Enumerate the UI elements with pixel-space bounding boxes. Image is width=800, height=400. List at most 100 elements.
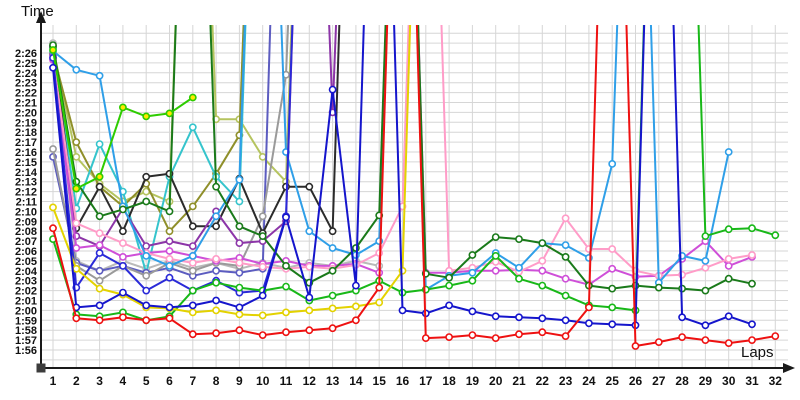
data-point [235,283,244,292]
data-point [165,247,174,255]
data-point [491,312,500,321]
data-point [654,338,663,346]
data-point [165,303,174,312]
data-point [165,237,174,245]
data-point [491,266,500,275]
data-point [188,202,197,211]
data-point [654,283,663,292]
data-point [72,314,81,323]
data-point [561,274,570,283]
data-point [212,222,220,231]
data-point [491,334,500,342]
x-tick-label: 11 [280,374,293,388]
y-tick-labels: 2:262:252:242:232:222:212:202:192:182:17… [15,48,38,357]
data-point [49,203,57,212]
data-point [95,241,104,249]
data-point [561,316,570,325]
x-tick-label: 31 [745,374,759,388]
data-point [95,212,104,221]
data-point [95,229,104,238]
data-point [375,298,384,307]
data-point [72,184,81,193]
data-point [328,244,337,252]
y-tick-label: 2:01 [15,296,37,308]
y-tick-label: 2:05 [15,256,37,268]
data-point [188,301,197,310]
data-point [538,328,547,337]
data-point [212,296,220,305]
y-tick-label: 2:25 [15,58,37,70]
data-point [235,175,244,184]
x-tick-label: 27 [652,374,666,388]
x-tick-label: 9 [236,374,243,388]
y-tick-label: 2:20 [15,107,37,119]
y-tick-label: 2:15 [15,157,37,169]
data-point [515,235,523,243]
plot-area [49,25,780,350]
data-point [515,274,523,283]
data-point [748,251,756,259]
x-tick-label: 6 [166,374,173,388]
data-point [165,227,174,236]
data-point [235,310,244,319]
data-point [468,307,477,316]
data-point [119,239,127,247]
data-point [631,342,640,350]
data-point [235,239,244,247]
x-tick-label: 12 [303,374,317,388]
y-tick-label: 2:21 [15,98,37,110]
data-point [235,268,244,277]
x-tick-label: 24 [582,374,596,388]
data-point [351,281,360,290]
data-point [258,311,267,320]
x-tick-label: 32 [769,374,783,388]
x-tick-label: 30 [722,374,736,388]
data-point [165,261,174,270]
data-point [561,241,570,249]
y-tick-label: 2:13 [15,177,37,189]
data-point [701,321,710,330]
x-axis-title: Laps [741,344,774,361]
x-tick-label: 5 [143,374,150,388]
data-point [538,314,547,323]
y-tick-label: 2:24 [15,68,38,80]
data-point [561,252,570,261]
data-point [585,303,593,312]
data-point [258,152,267,161]
data-point [72,152,81,161]
y-tick-label: 2:17 [15,137,37,149]
data-point [608,320,617,329]
data-point [515,313,523,322]
y-tick-label: 2:02 [15,286,37,298]
data-point [328,227,337,236]
data-point [119,252,127,261]
data-point [72,138,81,146]
x-tick-label: 3 [96,374,103,388]
y-tick-label: 2:07 [15,236,37,248]
y-tick-label: 2:08 [15,226,37,238]
x-tick-label: 10 [256,374,270,388]
data-point [119,288,127,297]
data-point [165,273,174,282]
x-tick-label: 8 [213,374,220,388]
data-point [771,231,780,240]
data-point [49,145,57,153]
data-point [188,266,197,275]
x-tick-label: 18 [442,374,456,388]
y-tick-label: 2:10 [15,206,37,218]
y-tick-label: 2:11 [16,197,37,209]
x-tick-label: 15 [373,374,387,388]
data-point [538,281,547,290]
data-point [445,333,453,341]
gridlines [41,25,788,368]
data-point [608,303,617,312]
data-point [188,330,197,339]
y-axis-arrow-icon [36,11,46,23]
data-point [445,281,453,290]
data-point [748,320,756,329]
data-point [701,232,710,240]
data-point [724,261,733,270]
data-point [142,112,151,121]
series-red [49,25,780,350]
data-point [49,224,57,233]
